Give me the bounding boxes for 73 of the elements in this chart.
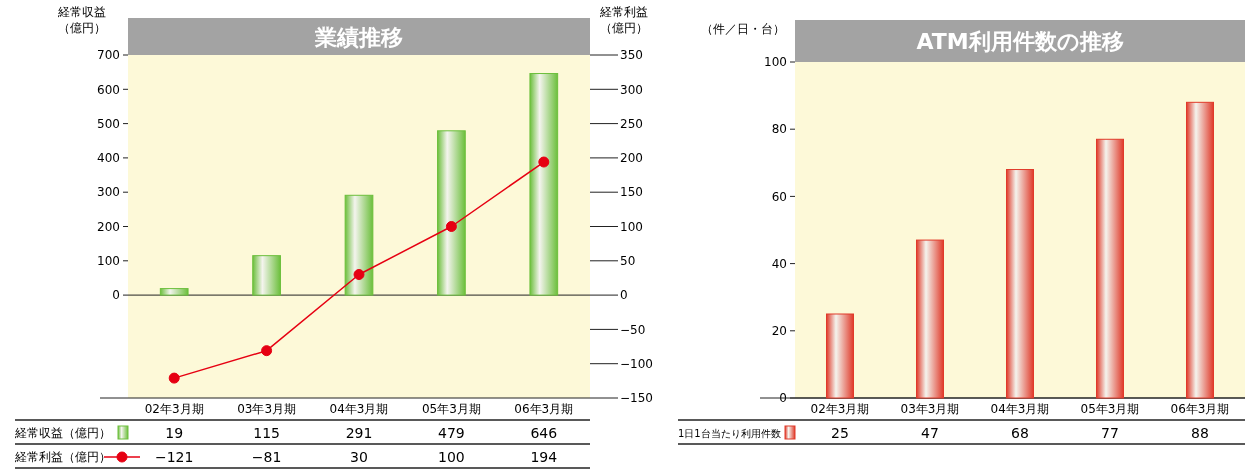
x-tick-label: 03年3月期: [900, 402, 960, 416]
y-tick-label: 80: [771, 122, 787, 137]
bar: [159, 288, 189, 296]
y-axis-title: 経常収益（億円）: [57, 5, 106, 35]
chart-title: 業績推移: [314, 24, 403, 50]
y2-axis-title: 経常利益（億円）: [599, 5, 648, 35]
x-tick-label: 05年3月期: [421, 402, 481, 416]
y2-tick-label: −100: [620, 356, 653, 371]
data-label: 291: [345, 425, 373, 441]
y2-tick-label: 0: [620, 288, 628, 303]
y2-tick-label: 50: [620, 254, 636, 268]
x-tick-label: 04年3月期: [329, 402, 389, 416]
y2-tick-label: 150: [620, 185, 643, 200]
point: [445, 221, 457, 232]
data-label: −121: [154, 449, 194, 465]
x-tick-label: 04年3月期: [990, 402, 1050, 416]
y-tick-label: 40: [771, 256, 787, 271]
y-tick-label: 100: [97, 254, 120, 268]
point: [261, 345, 273, 357]
data-label: 19: [165, 425, 184, 441]
y-tick-label: 600: [97, 82, 120, 97]
data-label: 77: [1101, 425, 1119, 441]
chart-title: ATM利用件数の推移: [916, 29, 1124, 54]
data-label: 68: [1011, 425, 1029, 441]
data-label: 115: [253, 425, 280, 441]
y-tick-label: 20: [771, 324, 787, 338]
y-tick-label: 700: [97, 48, 120, 63]
y-tick-label: 0: [779, 391, 787, 406]
y-tick-label: 60: [771, 189, 787, 204]
point: [353, 269, 365, 281]
data-label: 30: [350, 449, 368, 465]
x-tick-label: 02年3月期: [810, 402, 870, 416]
y-tick-label: 300: [97, 185, 120, 200]
y2-tick-label: 350: [620, 48, 643, 63]
data-label: 479: [438, 425, 465, 441]
data-label: 47: [921, 425, 939, 441]
data-label: 88: [1191, 425, 1209, 441]
bar: [1006, 169, 1034, 399]
y2-tick-label: 250: [620, 116, 643, 131]
point: [168, 372, 180, 384]
bar: [916, 239, 944, 399]
data-label: −81: [251, 449, 282, 465]
bar: [437, 130, 466, 296]
x-tick-label: 05年3月期: [1080, 402, 1140, 416]
data-label: 25: [831, 425, 849, 441]
y2-tick-label: 300: [620, 82, 643, 97]
y-axis-title: （件／日・台）: [701, 22, 785, 36]
data-label: 194: [530, 449, 558, 465]
point: [538, 156, 550, 168]
bar: [252, 255, 281, 296]
y-tick-label: 400: [97, 151, 120, 166]
y-tick-label: 500: [97, 116, 120, 131]
bar: [529, 73, 559, 296]
x-tick-label: 02年3月期: [144, 402, 204, 416]
y2-tick-label: 200: [620, 151, 643, 166]
bar: [1096, 138, 1124, 399]
x-tick-label: 03年3月期: [237, 402, 297, 416]
x-tick-label: 06年3月期: [514, 402, 574, 416]
y-tick-label: 200: [97, 219, 120, 234]
data-label: 646: [530, 425, 558, 441]
legend-label: 経常収益（億円）: [14, 426, 111, 440]
bar: [344, 194, 374, 296]
y2-tick-label: −150: [620, 391, 653, 406]
legend-label: 経常利益（億円）: [14, 450, 111, 464]
bar: [1186, 101, 1214, 399]
y-tick-label: 0: [112, 288, 120, 303]
y2-tick-label: −50: [620, 322, 646, 337]
x-tick-label: 06年3月期: [1170, 402, 1230, 416]
y2-tick-label: 100: [620, 219, 643, 234]
legend-label: 1日1台当たり利用件数: [678, 428, 781, 439]
data-label: 100: [438, 449, 465, 465]
bar: [826, 313, 854, 399]
y-tick-label: 100: [764, 55, 787, 70]
